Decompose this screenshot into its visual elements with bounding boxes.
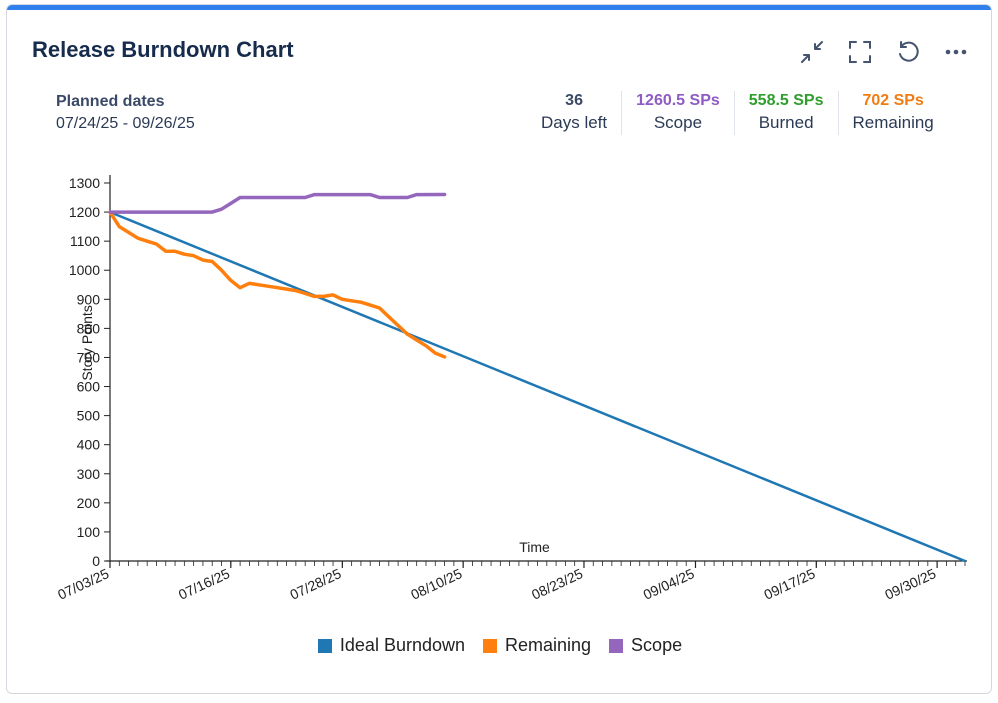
refresh-icon[interactable]	[893, 37, 923, 67]
y-tick-label: 1000	[69, 262, 100, 278]
y-tick-label: 1200	[69, 204, 100, 220]
x-tick-label: 08/10/25	[408, 565, 464, 603]
y-tick-label: 800	[77, 320, 101, 336]
ideal-burndown-line	[108, 210, 967, 563]
y-tick-label: 200	[77, 495, 101, 511]
stat-value: 558.5 SPs	[748, 92, 824, 109]
more-icon[interactable]	[941, 37, 971, 67]
y-tick-label: 400	[77, 437, 101, 453]
stat-scope: 1260.5 SPs Scope	[621, 91, 734, 135]
legend-label: Scope	[631, 635, 683, 655]
remaining-line	[108, 210, 447, 359]
card-accent-bar	[7, 5, 991, 10]
fullscreen-icon[interactable]	[845, 37, 875, 67]
y-tick-label: 1100	[70, 233, 100, 249]
stat-label: Days left	[541, 113, 608, 132]
y-tick-label: 1300	[69, 175, 100, 191]
stat-days-left: 36 Days left	[527, 91, 621, 135]
legend-swatch	[483, 638, 497, 653]
stats-bar: 36 Days left 1260.5 SPs Scope 558.5 SPs …	[527, 91, 948, 135]
planned-dates-label: Planned dates	[56, 93, 165, 110]
stat-value: 36	[565, 92, 583, 109]
planned-dates-value: 07/24/25 - 09/26/25	[56, 115, 195, 132]
legend-item-scope[interactable]: Scope	[609, 635, 682, 656]
stat-burned: 558.5 SPs Burned	[733, 91, 838, 135]
y-tick-label: 500	[77, 408, 101, 424]
stat-label: Remaining	[852, 113, 934, 132]
burndown-chart: 0 100 200 300 400 500 600 700 800 900 1000 1100 1200…	[55, 175, 967, 603]
x-tick-label: 07/03/25	[55, 565, 111, 603]
burndown-card: Release Burndown Chart Planned dates 0	[6, 4, 992, 694]
x-tick-label: 07/28/25	[287, 565, 343, 603]
y-tick-label: 0	[92, 553, 100, 569]
y-tick-label: 300	[77, 466, 101, 482]
legend-swatch	[609, 638, 624, 653]
stat-remaining: 702 SPs Remaining	[837, 91, 948, 135]
x-tick-label: 09/30/25	[882, 565, 938, 603]
legend-label: Remaining	[505, 635, 592, 655]
legend-item-ideal[interactable]: Ideal Burndown	[317, 635, 465, 656]
x-axis-title: Time	[519, 539, 550, 555]
stat-label: Burned	[758, 113, 814, 132]
x-tick-label: 08/23/25	[529, 565, 585, 603]
stat-value: 1260.5 SPs	[636, 92, 720, 109]
legend-item-remaining[interactable]: Remaining	[483, 635, 591, 656]
x-tick-label: 09/17/25	[761, 565, 817, 603]
y-tick-label: 600	[77, 379, 101, 395]
x-tick-label: 09/04/25	[641, 565, 697, 603]
legend-label: Ideal Burndown	[339, 635, 465, 655]
y-axis-title: Story Points	[79, 305, 95, 380]
chart-legend: Ideal Burndown Remaining Scope	[7, 635, 991, 656]
x-tick-label: 07/16/25	[176, 565, 232, 603]
scope-line	[108, 192, 447, 214]
card-title: Release Burndown Chart	[32, 37, 294, 62]
y-tick-label: 100	[77, 524, 101, 540]
stat-label: Scope	[653, 113, 703, 132]
stat-value: 702 SPs	[862, 92, 924, 109]
y-tick-label: 700	[77, 349, 101, 365]
legend-swatch	[317, 638, 332, 653]
collapse-icon[interactable]	[797, 37, 827, 67]
y-tick-label: 900	[77, 291, 101, 307]
card-actions	[797, 37, 971, 67]
